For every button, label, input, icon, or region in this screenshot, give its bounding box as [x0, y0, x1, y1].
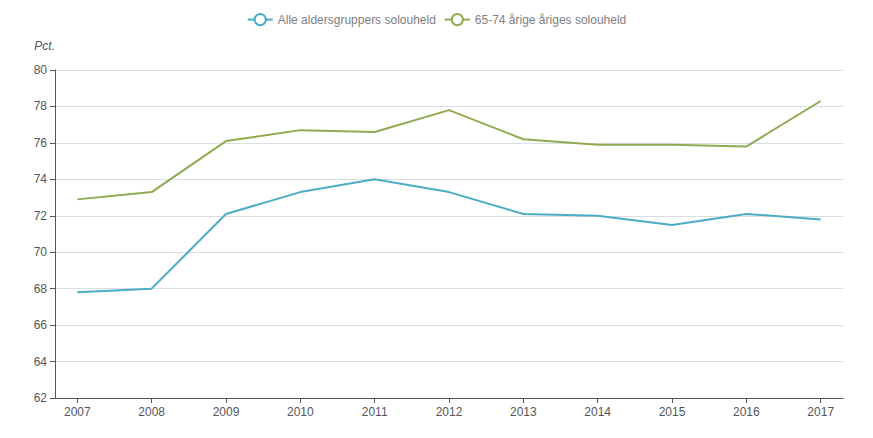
svg-text:2016: 2016: [733, 405, 760, 419]
svg-text:2007: 2007: [64, 405, 91, 419]
svg-text:2010: 2010: [287, 405, 314, 419]
svg-text:70: 70: [34, 245, 48, 259]
svg-text:62: 62: [34, 391, 48, 405]
svg-text:2011: 2011: [362, 405, 388, 419]
svg-text:2014: 2014: [584, 405, 611, 419]
svg-text:65-74 årige åriges solouheld: 65-74 årige åriges solouheld: [475, 13, 626, 27]
svg-text:66: 66: [34, 318, 48, 332]
svg-text:72: 72: [34, 209, 48, 223]
svg-text:Alle aldersgruppers solouheld: Alle aldersgruppers solouheld: [278, 13, 436, 27]
svg-text:Pct.: Pct.: [34, 39, 55, 53]
svg-text:2013: 2013: [510, 405, 537, 419]
svg-text:76: 76: [34, 136, 48, 150]
svg-text:2008: 2008: [138, 405, 165, 419]
svg-text:68: 68: [34, 282, 48, 296]
svg-text:2017: 2017: [807, 405, 834, 419]
svg-text:2015: 2015: [659, 405, 686, 419]
svg-text:2012: 2012: [436, 405, 463, 419]
svg-text:64: 64: [34, 355, 48, 369]
svg-text:2009: 2009: [213, 405, 240, 419]
svg-text:78: 78: [34, 99, 48, 113]
svg-text:74: 74: [34, 172, 48, 186]
svg-text:80: 80: [34, 63, 48, 77]
